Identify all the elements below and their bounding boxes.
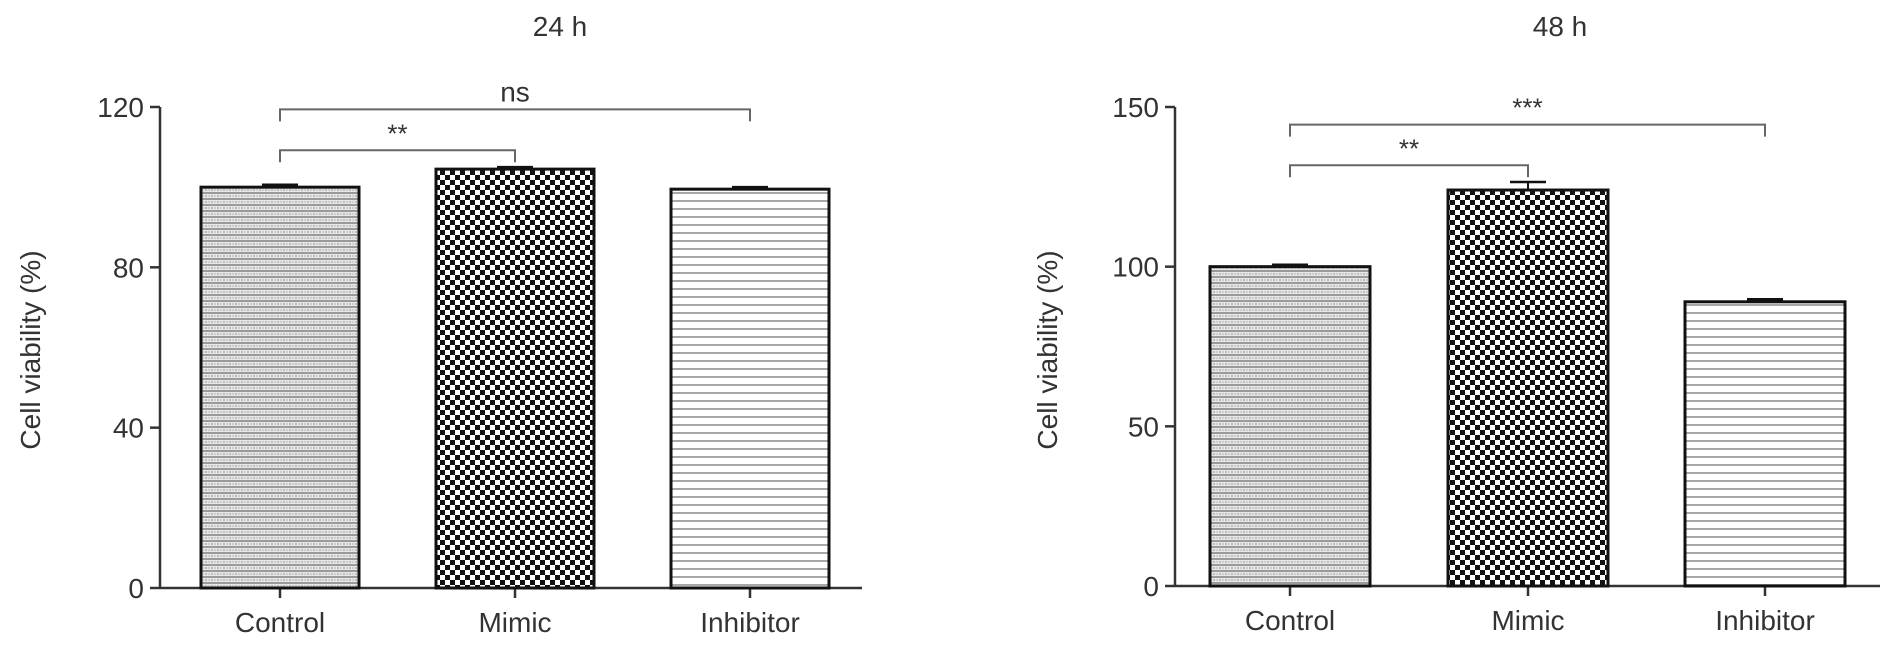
y-tick-label: 150 [1112, 92, 1159, 123]
significance-bracket [279, 108, 751, 122]
significance-label: ** [1399, 133, 1419, 163]
significance-brackets: ** ns [279, 76, 751, 163]
bar-inhibitor [1683, 300, 1847, 588]
significance-label: ** [387, 118, 407, 148]
y-axis-label: Cell viability (%) [1032, 250, 1063, 449]
significance-brackets: ***** [1289, 93, 1766, 178]
significance-bracket [279, 149, 516, 163]
bars [1208, 180, 1847, 588]
y-tick-label: 0 [1143, 571, 1159, 602]
y-tick-label: 50 [1128, 411, 1159, 442]
bars [199, 165, 831, 590]
bar-control [199, 185, 361, 590]
chart-title: 48 h [1533, 11, 1588, 42]
bar-inhibitor [669, 187, 831, 590]
significance-bracket [1289, 123, 1766, 137]
bar-control [1208, 265, 1372, 588]
x-tick-label: Inhibitor [700, 607, 800, 638]
y-tick-label: 0 [128, 573, 144, 604]
significance-label: *** [1512, 93, 1542, 123]
significance-bracket [1289, 164, 1529, 178]
y-tick-label: 120 [97, 92, 144, 123]
y-tick-label: 40 [113, 413, 144, 444]
y-tick-label: 100 [1112, 252, 1159, 283]
y-tick-label: 80 [113, 252, 144, 283]
chart-panel-48h: 48 h Cell viability (%) 0 50 100 150 Control… [1032, 11, 1880, 636]
x-tick-label: Mimic [478, 607, 551, 638]
bar-mimic [434, 167, 596, 590]
significance-label: ns [500, 76, 530, 107]
y-axis-label: Cell viability (%) [15, 250, 46, 449]
x-tick-label: Inhibitor [1715, 605, 1815, 636]
chart-title: 24 h [533, 11, 588, 42]
x-tick-label: Control [235, 607, 325, 638]
bar-mimic [1446, 188, 1610, 588]
x-tick-label: Control [1245, 605, 1335, 636]
x-tick-label: Mimic [1491, 605, 1564, 636]
chart-panel-24h: 24 h Cell viability (%) 0 40 80 120 Control M… [15, 11, 862, 638]
